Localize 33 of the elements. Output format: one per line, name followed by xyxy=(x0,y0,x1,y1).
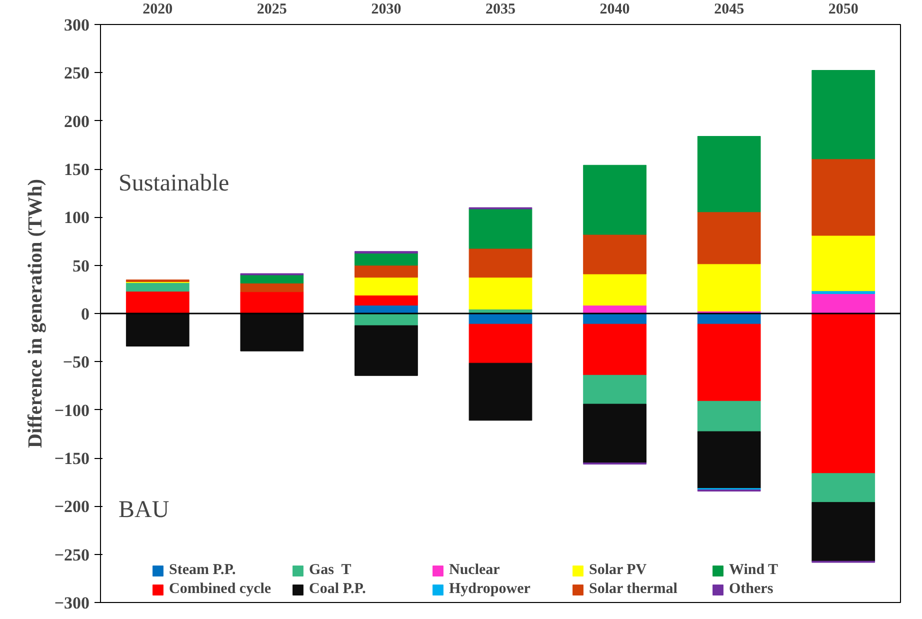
y-tick-label: 100 xyxy=(64,208,90,228)
y-tick-label: 250 xyxy=(64,64,90,83)
y-tick-label: −150 xyxy=(54,449,90,468)
legend-label: Others xyxy=(729,581,774,598)
y-tick-label: 200 xyxy=(64,112,90,131)
y-tick-label: 300 xyxy=(64,16,90,34)
y-tick-label: 150 xyxy=(64,160,90,179)
y-tick-label: 0 xyxy=(81,304,90,324)
legend-label: Solar thermal xyxy=(589,581,678,598)
legend-label: Coal P.P. xyxy=(309,581,367,598)
y-tick-label: −200 xyxy=(54,497,90,516)
y-axis-title: Difference in generation (TWh) xyxy=(24,178,46,448)
x-tick-label: 2020 xyxy=(142,2,173,18)
legend-label: Gas T xyxy=(309,562,352,579)
y-tick-label: −250 xyxy=(54,545,90,564)
annotation: BAU xyxy=(118,497,170,524)
legend-label: Solar PV xyxy=(589,562,648,579)
legend-label: Combined cycle xyxy=(169,581,272,598)
legend-label: Steam P.P. xyxy=(169,562,237,579)
x-tick-label: 2025 xyxy=(256,2,287,18)
legend-label: Nuclear xyxy=(449,562,501,579)
x-tick-label: 2045 xyxy=(714,2,744,18)
y-tick-label: −50 xyxy=(62,352,90,372)
x-tick-label: 2040 xyxy=(600,2,630,18)
annotation: Sustainable xyxy=(118,170,230,196)
y-tick-label: −300 xyxy=(54,594,90,612)
legend-label: Hydropower xyxy=(449,581,532,598)
x-tick-label: 2035 xyxy=(486,2,516,18)
x-tick-label: 2050 xyxy=(828,2,858,18)
y-tick-label: −100 xyxy=(54,400,90,420)
x-tick-label: 2030 xyxy=(371,2,402,18)
y-tick-label: 50 xyxy=(72,256,90,276)
legend-label: Wind T xyxy=(729,562,780,579)
